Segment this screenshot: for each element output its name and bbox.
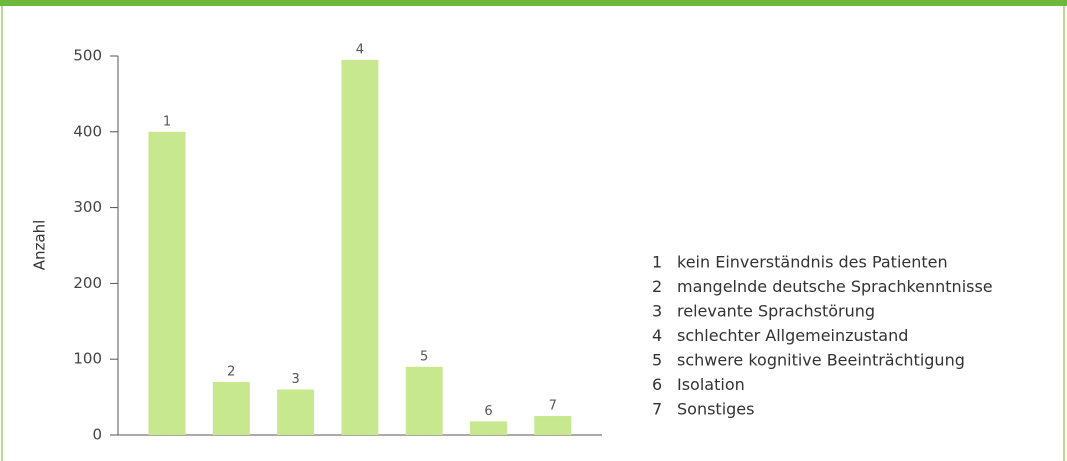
legend-number: 1: [652, 253, 662, 272]
y-axis-label: Anzahl: [31, 220, 49, 271]
bar-label: 2: [227, 364, 235, 379]
legend-number: 3: [652, 302, 662, 321]
right-border: [1063, 6, 1065, 461]
y-tick-label: 300: [73, 198, 102, 216]
bar: [148, 131, 186, 436]
bar: [341, 59, 379, 435]
bar-label: 1: [163, 114, 171, 129]
y-tick-label: 200: [73, 274, 102, 292]
legend-label: Sonstiges: [677, 400, 754, 419]
bar: [212, 381, 250, 435]
left-border: [1, 6, 3, 461]
bar: [470, 421, 507, 435]
bar-label: 7: [549, 399, 557, 414]
legend-label: relevante Sprachstörung: [677, 302, 875, 321]
bar-label: 3: [291, 372, 299, 387]
bar: [277, 389, 315, 435]
legend-label: schwere kognitive Beeinträchtigung: [677, 351, 965, 370]
y-tick-label: 400: [73, 122, 102, 140]
legend-number: 5: [652, 351, 662, 370]
legend-label: schlechter Allgemeinzustand: [677, 326, 908, 345]
legend-label: mangelnde deutsche Sprachkenntnisse: [677, 277, 993, 296]
legend-number: 7: [652, 400, 662, 419]
bar-label: 6: [484, 404, 492, 419]
y-tick-label: 0: [92, 426, 102, 444]
y-tick-label: 100: [73, 350, 102, 368]
legend-number: 2: [652, 277, 662, 296]
legend-label: kein Einverständnis des Patienten: [677, 253, 948, 272]
legend-number: 6: [652, 375, 662, 394]
bar: [405, 366, 443, 435]
y-tick-label: 500: [73, 47, 102, 65]
bar-label: 5: [420, 349, 428, 364]
legend-label: Isolation: [677, 375, 745, 394]
bar: [534, 416, 572, 435]
legend-number: 4: [652, 326, 662, 345]
top-border: [0, 0, 1067, 6]
bar-label: 4: [356, 42, 364, 57]
